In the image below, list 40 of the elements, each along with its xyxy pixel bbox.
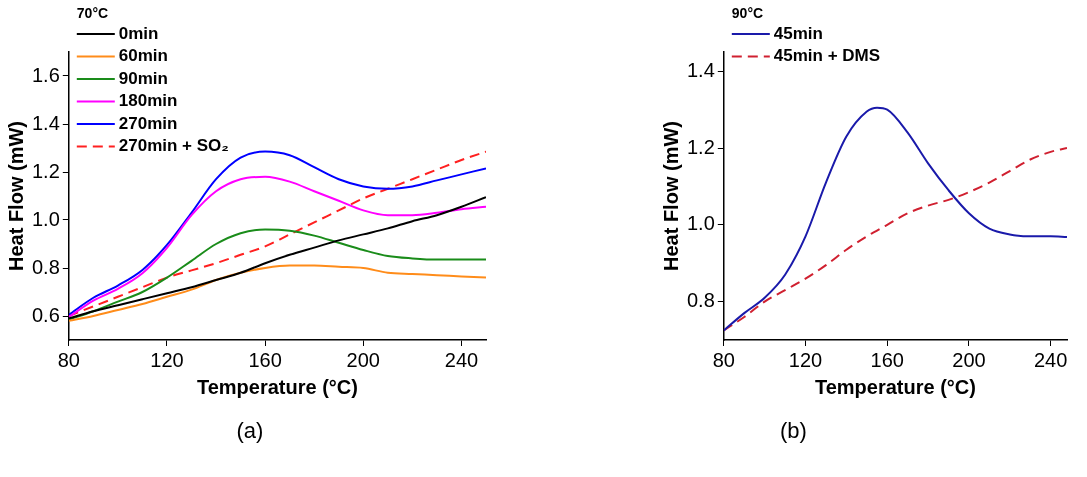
legend-label: 60min bbox=[118, 46, 168, 66]
legend-title: 70°C bbox=[76, 4, 109, 21]
y-tick-label: 1.4 bbox=[686, 58, 715, 81]
y-tick-label: 1.6 bbox=[31, 63, 60, 86]
y-tick-label: 0.8 bbox=[686, 289, 715, 312]
y-tick-label: 0.8 bbox=[31, 255, 60, 278]
x-tick-label: 160 bbox=[248, 348, 282, 371]
legend-label: 45min bbox=[773, 23, 823, 43]
text: (a) bbox=[235, 418, 265, 444]
x-tick-label: 200 bbox=[346, 348, 380, 371]
legend-label: 90min bbox=[118, 68, 168, 88]
y-tick-label: 1.2 bbox=[31, 159, 60, 182]
x-tick-label: 160 bbox=[870, 348, 904, 371]
y-tick-label: 1.4 bbox=[31, 111, 60, 134]
y-tick-label: 1.2 bbox=[686, 135, 715, 158]
legend-label: 270min + SO₂ bbox=[118, 136, 229, 156]
x-tick-label: 240 bbox=[444, 348, 479, 371]
x-tick-label: 80 bbox=[712, 348, 735, 371]
line-series bbox=[68, 264, 486, 322]
legend-label: 45min + DMS bbox=[773, 46, 881, 66]
legend-title: 90°C bbox=[731, 4, 764, 21]
text: (b) bbox=[779, 418, 808, 444]
y-tick-label: 1.0 bbox=[686, 212, 715, 235]
x-tick-label: 120 bbox=[150, 348, 184, 371]
x-tick-label: 240 bbox=[1033, 348, 1068, 371]
x-tick-label: 80 bbox=[57, 348, 80, 371]
legend-label: 0min bbox=[118, 23, 159, 43]
y-axis-title: Heat Flow (mW) bbox=[4, 121, 27, 271]
line-series bbox=[723, 147, 1067, 332]
x-axis-title: Temperature (°C) bbox=[196, 375, 358, 398]
line-series bbox=[723, 106, 1067, 332]
y-tick-label: 0.6 bbox=[31, 303, 60, 326]
x-tick-label: 120 bbox=[788, 348, 823, 371]
legend-label: 270min bbox=[118, 113, 178, 133]
y-tick-label: 1.0 bbox=[31, 207, 60, 230]
legend-label: 180min bbox=[118, 91, 178, 111]
y-axis-title: Heat Flow (mW) bbox=[659, 121, 682, 271]
line-series bbox=[68, 228, 486, 321]
x-axis-title: Temperature (°C) bbox=[814, 375, 976, 398]
x-tick-label: 200 bbox=[952, 348, 986, 371]
